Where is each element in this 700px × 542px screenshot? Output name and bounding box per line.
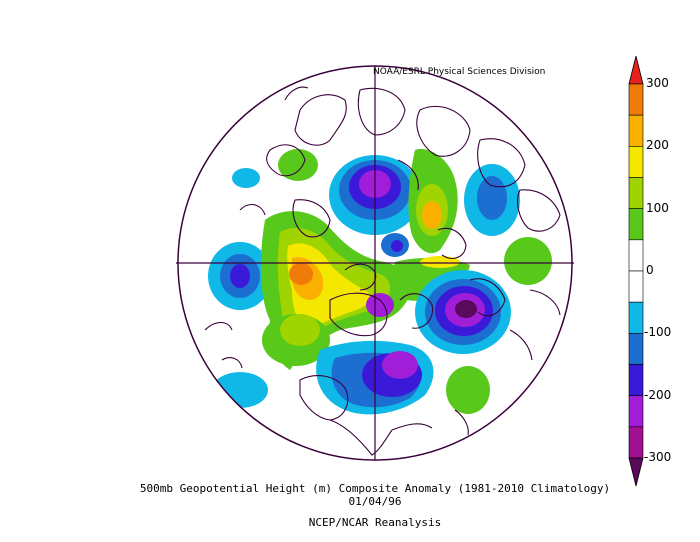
anomaly-low-sw-small: [212, 372, 268, 408]
graticule: [176, 66, 574, 460]
colorbar-bin: [628, 270, 644, 303]
anomaly-high-north: [278, 149, 318, 181]
colorbar-bin: [628, 83, 644, 116]
anomaly-low-south-core: [382, 351, 418, 379]
colorbar-bin: [628, 177, 644, 209]
anomaly-low-pole-core: [391, 240, 403, 252]
colorbar-label: 100: [646, 200, 669, 215]
colorbar-bin: [628, 146, 644, 178]
map-boundary: [177, 65, 573, 461]
anomaly-low-greenland: [366, 293, 394, 317]
colorbar-bin: [628, 333, 644, 365]
anomaly-field: [204, 86, 561, 456]
credit-text: NOAA/ESRL Physical Sciences Division: [373, 67, 546, 77]
anomaly-low-west-center: [230, 264, 250, 288]
map-date: 01/04/96: [348, 495, 402, 508]
anomaly-high-far-east: [504, 237, 552, 285]
map-source: NCEP/NCAR Reanalysis: [308, 516, 442, 529]
colorbar-bin: [628, 114, 644, 147]
colorbar-bin: [628, 208, 644, 241]
colorbar-bin: [628, 426, 644, 459]
anomaly-low-nw-small: [232, 168, 260, 188]
anomaly-high-atlantic: [446, 366, 490, 414]
colorbar-bin: [628, 395, 644, 428]
anomaly-high-ridge-core: [289, 263, 313, 285]
colorbar-bin: [628, 239, 644, 272]
colorbar-bin-top: [628, 55, 644, 85]
colorbar-bin-bottom: [628, 457, 644, 487]
anomaly-low-east-inner: [477, 176, 507, 220]
anomaly-high-east-yellow: [420, 256, 460, 268]
anomaly-high-south-inner: [280, 314, 320, 346]
coastlines: [204, 86, 561, 456]
colorbar-label: 200: [646, 138, 669, 153]
map-title: 500mb Geopotential Height (m) Composite …: [139, 482, 611, 495]
colorbar-bin: [628, 301, 644, 334]
colorbar-label: -300: [644, 450, 672, 464]
colorbar-label: 0: [646, 263, 654, 277]
colorbar-bin: [628, 364, 644, 396]
anomaly-low-southeast-core: [455, 300, 477, 318]
colorbar-label: 300: [646, 76, 669, 90]
colorbar-label: -200: [644, 387, 672, 402]
colorbar: [628, 55, 644, 487]
anomaly-high-europe-core: [422, 201, 442, 229]
colorbar-label: -100: [644, 325, 672, 340]
anomaly-high-east: [392, 258, 470, 301]
